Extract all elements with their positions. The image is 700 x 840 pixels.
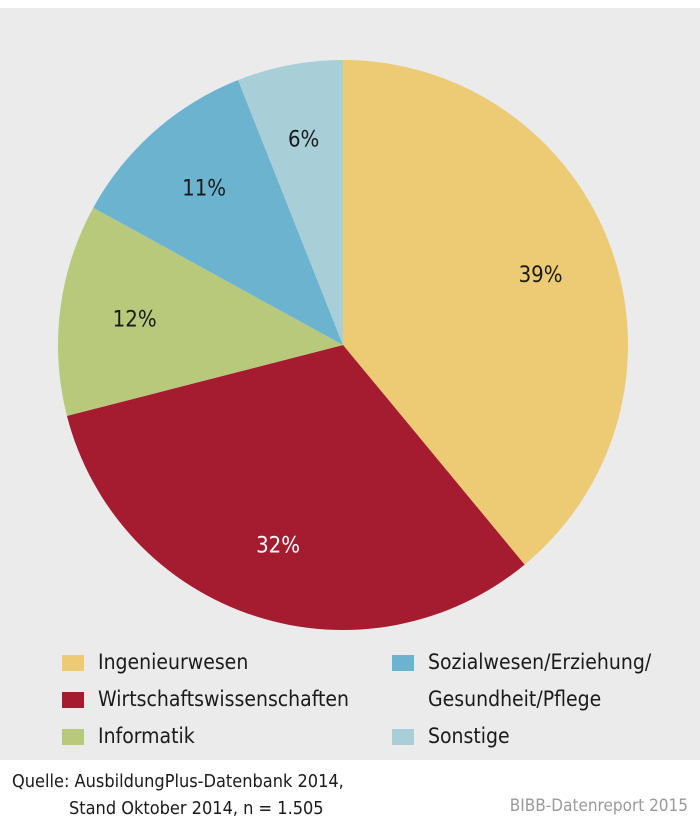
legend-swatch [62, 729, 84, 745]
credit-label: BIBB-Datenreport 2015 [509, 796, 688, 816]
legend-label: Sozialwesen/Erziehung/ Gesundheit/Pflege [428, 650, 652, 711]
pie-slice-ingenieurwesen [343, 60, 629, 565]
pie-label-informatik: 12% [113, 308, 157, 333]
pie-label-sonstige: 6% [288, 128, 319, 153]
pie-label-wirtschaftswissenschaften: 32% [256, 534, 300, 559]
source-line-1: Quelle: AusbildungPlus-Datenbank 2014, [12, 771, 344, 792]
legend-label: Informatik [98, 724, 195, 748]
legend-item-informatik: Informatik [62, 718, 392, 755]
legend-item-wirtschaftswissenschaften: Wirtschaftswissenschaften [62, 681, 392, 718]
pie-slice-informatik [58, 207, 344, 416]
legend-label: Wirtschaftswissenschaften [98, 687, 350, 711]
legend-label: Sonstige [428, 724, 510, 748]
chart-panel: 39% 32% 12% 11% 6% Ingenieurwesen Wirtschaft… [0, 8, 700, 760]
pie-label-sozialwesen: 11% [182, 176, 226, 201]
source-note: Quelle: AusbildungPlus-Datenbank 2014, S… [12, 768, 344, 822]
legend-item-sozialwesen: Sozialwesen/Erziehung/ Gesundheit/Pflege [392, 644, 682, 718]
legend-item-ingenieurwesen: Ingenieurwesen [62, 644, 392, 681]
legend-swatch [62, 692, 84, 708]
source-line-2: Stand Oktober 2014, n = 1.505 [69, 798, 324, 819]
legend-column-right: Sozialwesen/Erziehung/ Gesundheit/Pflege… [392, 644, 682, 755]
pie-slice-wirtschaftswissenschaften [66, 345, 525, 630]
pie-chart: 39% 32% 12% 11% 6% [58, 60, 629, 630]
legend-swatch [62, 655, 84, 671]
legend-label: Ingenieurwesen [98, 650, 249, 674]
pie-label-ingenieurwesen: 39% [519, 263, 563, 288]
legend-item-sonstige: Sonstige [392, 718, 682, 755]
pie-slice-sonstige [238, 60, 343, 345]
legend-column-left: Ingenieurwesen Wirtschaftswissenschaften… [62, 644, 392, 755]
legend: Ingenieurwesen Wirtschaftswissenschaften… [62, 644, 682, 755]
legend-swatch [392, 729, 414, 745]
legend-swatch [392, 655, 414, 671]
pie-slice-sozialwesen [93, 80, 343, 345]
